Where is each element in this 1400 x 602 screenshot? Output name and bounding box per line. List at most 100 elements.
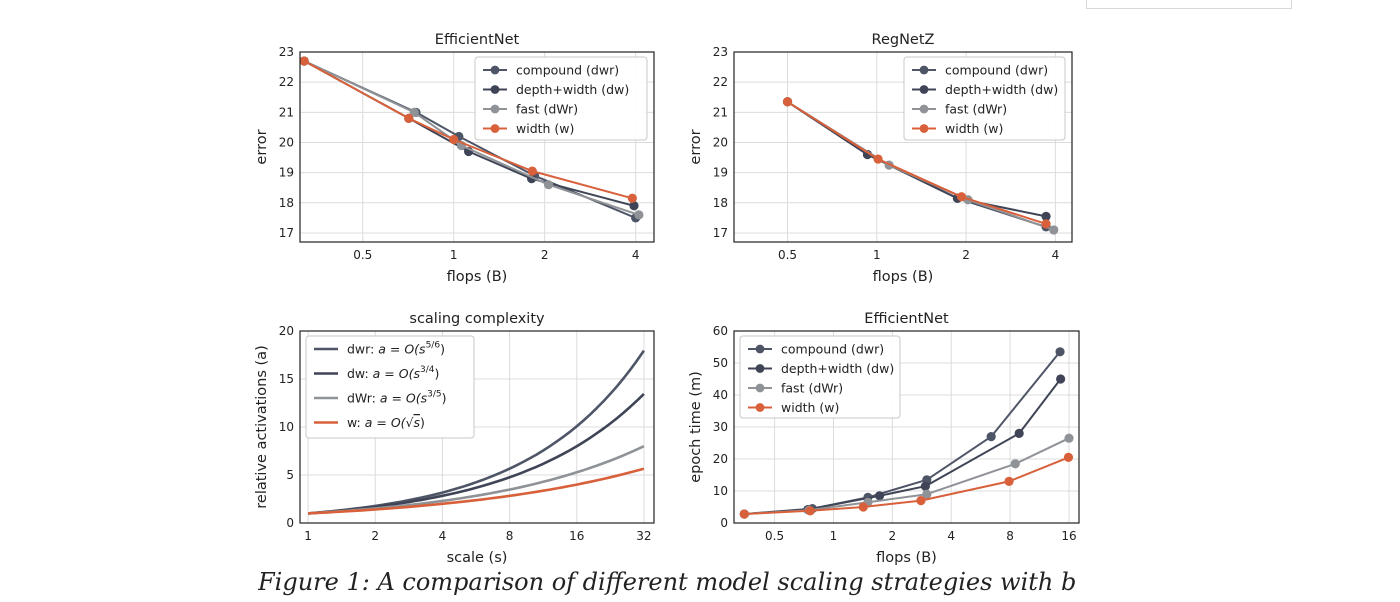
x-tick-label: 8	[1006, 529, 1014, 543]
data-point-fast	[922, 489, 932, 499]
legend-marker-compound	[490, 65, 500, 75]
data-point-fast	[1049, 225, 1059, 235]
legend-marker-width	[490, 124, 500, 133]
data-point-width	[449, 134, 459, 145]
data-point-width	[739, 509, 749, 519]
x-tick-label: 8	[506, 529, 514, 543]
y-tick-label: 21	[713, 105, 728, 119]
y-tick-label: 30	[713, 420, 728, 434]
plot-frame	[733, 51, 1073, 243]
data-point-width	[404, 113, 414, 123]
y-tick-label: 50	[713, 356, 728, 370]
x-axis-label: flops (B)	[873, 269, 934, 285]
y-tick-label: 60	[713, 324, 728, 338]
y-tick-label: 21	[279, 105, 294, 119]
chart-title: scaling complexity	[409, 311, 545, 327]
legend-box	[305, 335, 475, 439]
x-axis-label: flops (B)	[876, 550, 937, 566]
legend-label-width: width (w)	[516, 121, 574, 136]
legend-marker-fast	[490, 104, 500, 114]
y-tick-label: 19	[279, 166, 294, 180]
legend-box	[739, 335, 901, 419]
data-point-fast	[634, 210, 644, 220]
figure-caption: Figure 1: A comparison of different mode…	[258, 568, 1077, 596]
data-point-depth_width	[874, 491, 885, 501]
legend: compound (dwr) depth+width (dw) fast (dWr)…	[739, 335, 901, 419]
chart-panel-3: 1 2 4 8 16 32 0 5 10 15 20 scaling complexity scale …	[254, 311, 655, 566]
x-tick-label: 1	[304, 529, 312, 543]
data-point-width	[805, 506, 815, 516]
data-point-width	[916, 496, 926, 506]
y-tick-label: 0	[720, 516, 728, 530]
legend-label-depth_width: depth+width (dw)	[945, 82, 1058, 97]
x-tick-label: 32	[636, 529, 651, 543]
x-tick-label: 4	[947, 529, 955, 543]
legend: compound (dwr) depth+width (dw) fast (dWr)…	[903, 56, 1066, 141]
x-tick-label: 0.5	[765, 529, 784, 543]
plot-frame	[299, 330, 655, 524]
y-tick-label: 20	[279, 135, 294, 149]
y-axis-label: epoch time (m)	[688, 371, 704, 483]
chart-title: EfficientNet	[435, 32, 520, 48]
y-tick-label: 19	[713, 166, 728, 180]
x-tick-label: 4	[632, 248, 640, 262]
x-tick-label: 16	[569, 529, 584, 543]
legend-marker-depth_width	[919, 85, 929, 94]
data-point-depth_width	[1041, 211, 1051, 221]
data-point-width	[627, 193, 637, 203]
y-tick-label: 0	[286, 516, 294, 530]
data-point-width	[1004, 476, 1014, 486]
data-point-fast	[1010, 459, 1020, 469]
legend-label-compound: compound (dwr)	[781, 342, 884, 357]
data-point-compound	[986, 432, 996, 442]
data-point-width	[782, 97, 793, 107]
x-axis-label: flops (B)	[447, 269, 508, 285]
data-point-depth_width	[1056, 374, 1066, 384]
legend-marker-depth_width	[490, 85, 500, 94]
legend-label-compound: dwr: a = O(s5/6)	[347, 341, 445, 357]
y-tick-label: 17	[713, 226, 728, 240]
legend-label-width: w: a = O(√s)	[347, 415, 425, 430]
data-point-width	[299, 56, 309, 66]
chart-panel-1: 0.5 1 2 4 17 18 19 20 21 22 23 EfficientNet flops (B…	[254, 32, 655, 285]
legend: compound (dwr) depth+width (dw) fast (dWr)…	[474, 56, 648, 141]
x-tick-label: 2	[541, 248, 549, 262]
y-tick-label: 23	[713, 45, 728, 59]
legend-box	[903, 56, 1066, 141]
legend-marker-width	[919, 124, 929, 133]
series-line-width	[786, 100, 1047, 225]
x-tick-label: 4	[1052, 248, 1060, 262]
y-tick-label: 22	[713, 75, 728, 89]
data-point-width	[858, 502, 868, 512]
legend-marker-width	[755, 403, 765, 412]
legend-label-width: width (w)	[781, 400, 839, 415]
data-point-width	[527, 166, 537, 176]
chart-title: RegNetZ	[872, 32, 935, 48]
legend-marker-fast	[919, 104, 929, 114]
data-point-width	[1063, 452, 1074, 462]
series-line-width	[308, 467, 645, 515]
y-axis-label: error	[688, 129, 704, 164]
legend-box	[474, 56, 648, 141]
y-tick-label: 23	[279, 45, 294, 59]
legend: dwr: a = O(s5/6) dw: a = O(s3/4) dWr: a = …	[305, 335, 475, 439]
legend-marker-compound	[919, 65, 929, 75]
y-tick-label: 18	[279, 196, 294, 210]
y-axis-label: relative activations (a)	[254, 345, 270, 508]
legend-label-depth_width: depth+width (dw)	[516, 82, 629, 97]
x-axis-label: scale (s)	[447, 550, 508, 566]
y-tick-label: 15	[279, 372, 294, 386]
y-tick-label: 22	[279, 75, 294, 89]
data-point-fast	[543, 180, 554, 190]
x-tick-label: 1	[873, 248, 881, 262]
data-point-compound	[1055, 347, 1065, 357]
y-tick-label: 40	[713, 388, 728, 402]
y-axis-label: error	[254, 129, 270, 164]
x-tick-label: 1	[830, 529, 838, 543]
legend-marker-depth_width	[755, 364, 765, 373]
legend-label-fast: fast (dWr)	[516, 102, 578, 117]
chart-title: EfficientNet	[864, 311, 949, 327]
legend-label-fast: fast (dWr)	[781, 381, 843, 396]
top-edge-box	[1086, 0, 1292, 9]
